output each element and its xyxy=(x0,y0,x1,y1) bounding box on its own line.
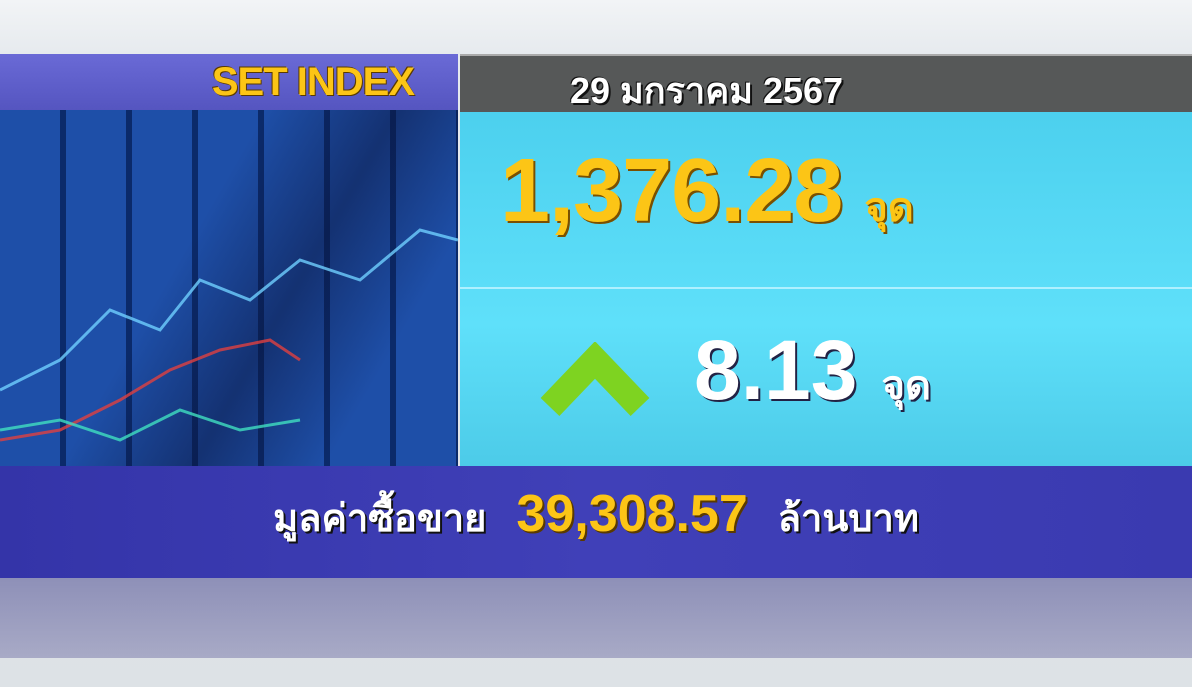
date: 29 มกราคม 2567 xyxy=(570,70,844,111)
index-panel xyxy=(460,112,1192,466)
stock-chart-lines xyxy=(0,228,459,442)
index-value: 1,376.28 xyxy=(500,141,843,241)
index-row: 1,376.28 จุด xyxy=(500,140,914,243)
volume-label: มูลค่าซื้อขาย xyxy=(273,498,487,540)
divider xyxy=(460,287,1192,289)
index-unit: จุด xyxy=(864,186,914,230)
chevron-up-icon xyxy=(540,342,650,416)
volume-value: 39,308.57 xyxy=(516,485,748,543)
bottom-band xyxy=(0,578,1192,658)
stock-board-image xyxy=(0,110,459,466)
date-bar: 29 มกราคม 2567 xyxy=(460,54,1192,112)
change-unit: จุด xyxy=(881,364,931,408)
change-row: 8.13 จุด xyxy=(694,322,931,419)
volume-unit: ล้านบาท xyxy=(777,498,919,540)
title-bar: SET INDEX xyxy=(0,54,458,110)
title: SET INDEX xyxy=(211,60,415,104)
volume-row: มูลค่าซื้อขาย 39,308.57 ล้านบาท xyxy=(0,484,1192,548)
volume-bar: มูลค่าซื้อขาย 39,308.57 ล้านบาท xyxy=(0,466,1192,578)
change-value: 8.13 xyxy=(694,323,858,417)
